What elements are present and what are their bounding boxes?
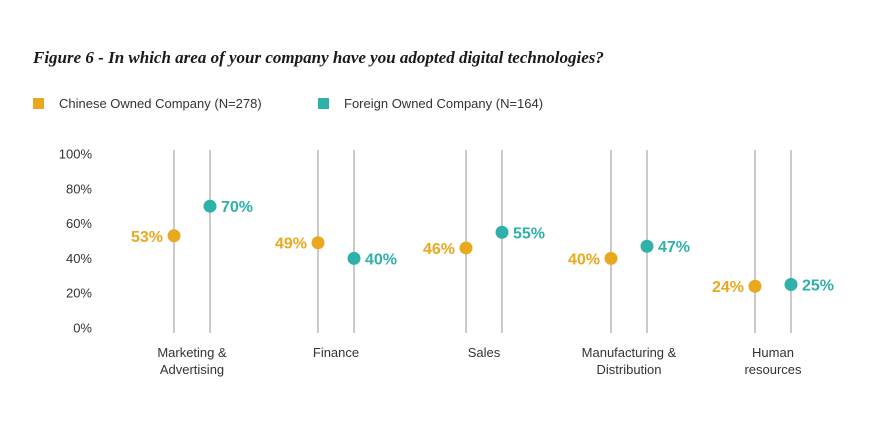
- chinese-data-label: 49%: [275, 236, 307, 253]
- chinese-data-label: 53%: [131, 229, 163, 246]
- y-tick-label: 40%: [66, 251, 92, 266]
- y-tick-label: 60%: [66, 216, 92, 231]
- foreign-data-label: 25%: [802, 278, 834, 295]
- category-label: Manufacturing &: [582, 345, 677, 360]
- chinese-data-label: 24%: [712, 279, 744, 296]
- foreign-data-label: 70%: [221, 199, 253, 216]
- legend-label-foreign: Foreign Owned Company (N=164): [344, 96, 544, 111]
- chinese-point: [604, 251, 618, 265]
- y-tick-label: 100%: [59, 147, 93, 162]
- legend-item-chinese: Chinese Owned Company (N=278): [33, 96, 262, 111]
- foreign-data-label: 55%: [513, 225, 545, 242]
- category-label: Human: [752, 345, 794, 360]
- category-label: Advertising: [160, 362, 224, 377]
- chinese-data-label: 46%: [423, 241, 455, 258]
- y-tick-label: 80%: [66, 181, 92, 196]
- legend: Chinese Owned Company (N=278) Foreign Ow…: [0, 96, 870, 116]
- category-label: Marketing &: [157, 345, 227, 360]
- y-tick-label: 20%: [66, 286, 92, 301]
- legend-label-chinese: Chinese Owned Company (N=278): [59, 96, 262, 111]
- chinese-point: [167, 229, 181, 243]
- legend-item-foreign: Foreign Owned Company (N=164): [318, 96, 543, 111]
- foreign-data-label: 47%: [658, 239, 690, 256]
- category-label: resources: [744, 362, 802, 377]
- foreign-point: [347, 251, 361, 265]
- category-label: Sales: [468, 345, 501, 360]
- chart-title: Figure 6 - In which area of your company…: [33, 48, 604, 67]
- legend-swatch-foreign: [318, 98, 329, 109]
- category-label: Finance: [313, 345, 359, 360]
- foreign-point: [495, 225, 509, 239]
- y-tick-label: 0%: [73, 321, 92, 336]
- foreign-point: [640, 239, 654, 253]
- category-label: Distribution: [596, 362, 661, 377]
- chinese-point: [459, 241, 473, 255]
- foreign-point: [203, 199, 217, 213]
- chinese-data-label: 40%: [568, 251, 600, 268]
- chinese-point: [748, 279, 762, 293]
- legend-swatch-chinese: [33, 98, 44, 109]
- foreign-data-label: 40%: [365, 251, 397, 268]
- chinese-point: [311, 236, 325, 250]
- foreign-point: [784, 278, 798, 291]
